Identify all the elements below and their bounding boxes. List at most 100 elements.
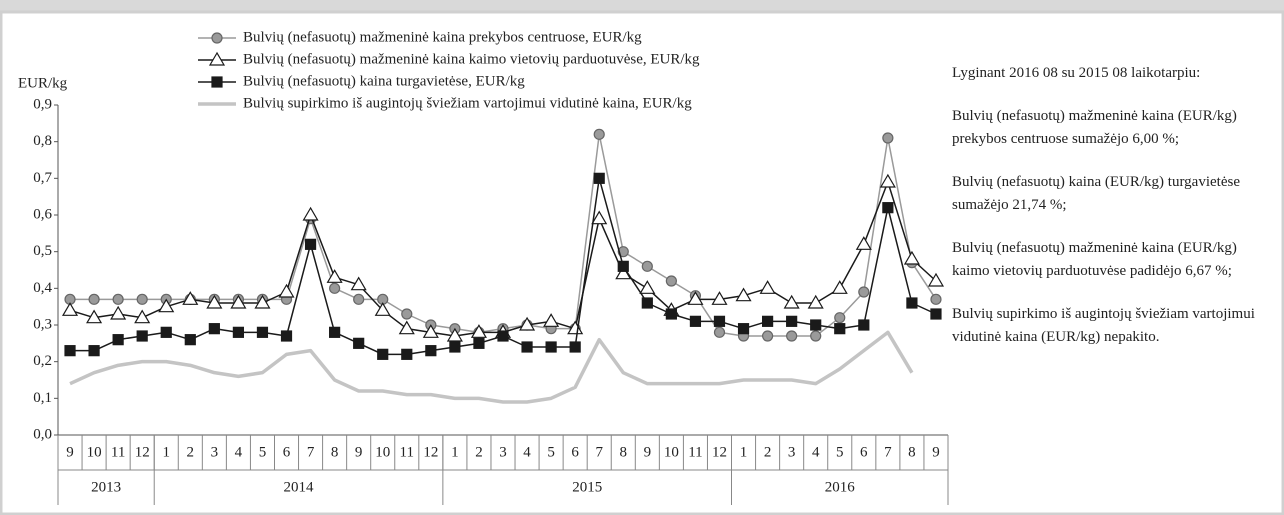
point: [834, 312, 846, 324]
x-tick-label: 12: [135, 444, 150, 460]
y-tick-label: 0,4: [33, 280, 52, 296]
x-tick-label: 6: [860, 444, 868, 460]
point: [329, 282, 341, 294]
x-tick-label: 10: [664, 444, 679, 460]
x-tick-label: 12: [423, 444, 438, 460]
year-label: 2015: [572, 479, 602, 495]
point: [786, 315, 798, 327]
x-tick-label: 8: [331, 444, 339, 460]
x-tick-label: 5: [547, 444, 555, 460]
point: [136, 293, 148, 305]
x-tick-label: 3: [211, 444, 219, 460]
point: [208, 323, 220, 335]
point: [256, 326, 269, 338]
side-item: Bulvių (nefasuotų) mažmeninė kaina (EUR/…: [952, 108, 1237, 147]
legend-marker: [211, 32, 223, 44]
point: [398, 320, 415, 335]
y-tick-label: 0,6: [33, 206, 52, 222]
point: [184, 334, 196, 346]
point: [350, 276, 367, 291]
legend-label: Bulvių (nefasuotų) mažmeninė kaina preky…: [243, 29, 642, 45]
legend-label: Bulvių supirkimo iš augintojų šviežiam v…: [243, 95, 692, 111]
x-tick-label: 2: [187, 444, 195, 460]
side-item: Bulvių supirkimo iš augintojų šviežiam v…: [952, 306, 1255, 345]
point: [903, 250, 920, 265]
legend-marker: [208, 51, 226, 66]
side-heading: Lyginant 2016 08 su 2015 08 laikotarpiu:: [952, 65, 1201, 81]
point: [810, 330, 822, 342]
point: [473, 337, 485, 349]
point: [112, 334, 124, 346]
point: [810, 319, 822, 331]
side-item: Bulvių (nefasuotų) mažmeninė kaina (EUR/…: [952, 240, 1237, 279]
legend-marker: [211, 76, 223, 88]
y-tick-label: 0,9: [33, 96, 52, 112]
point: [329, 326, 341, 338]
point: [64, 345, 76, 357]
point: [783, 294, 800, 309]
side-text: Lyginant 2016 08 su 2015 08 laikotarpiu:…: [952, 62, 1274, 369]
y-tick-label: 0,3: [33, 316, 52, 332]
y-tick-label: 0,2: [33, 353, 52, 369]
point: [711, 291, 728, 305]
y-tick-label: 0,5: [33, 243, 52, 259]
x-tick-label: 8: [908, 444, 916, 460]
series-line: [69, 330, 914, 404]
x-tick-label: 10: [375, 444, 390, 460]
point: [136, 330, 148, 342]
point: [521, 341, 533, 353]
point: [930, 293, 942, 305]
year-label: 2013: [91, 479, 121, 495]
x-tick-label: 7: [595, 444, 603, 460]
point: [401, 308, 413, 320]
frame: [0, 10, 1284, 515]
point: [759, 280, 776, 294]
point: [206, 294, 223, 309]
point: [278, 283, 295, 298]
point: [927, 272, 945, 287]
year-label: 2014: [284, 479, 315, 495]
point: [254, 294, 271, 309]
point: [831, 280, 848, 294]
x-tick-label: 4: [235, 444, 243, 460]
point: [569, 341, 581, 353]
x-tick-label: 11: [400, 444, 414, 460]
x-tick-label: 2: [475, 444, 483, 460]
top-band: [0, 0, 1284, 12]
point: [665, 308, 677, 320]
series-line: [70, 133, 937, 337]
point: [858, 286, 870, 298]
y-tick-label: 0,1: [33, 390, 52, 406]
point: [879, 173, 896, 188]
x-tick-label: 9: [66, 444, 74, 460]
x-tick-label: 9: [355, 444, 363, 460]
point: [377, 348, 389, 360]
x-tick-label: 9: [932, 444, 940, 460]
x-tick-label: 1: [740, 444, 748, 460]
point: [543, 313, 560, 327]
year-label: 2016: [825, 479, 856, 495]
point: [519, 316, 536, 331]
point: [591, 210, 608, 225]
point: [160, 326, 172, 338]
series-line: [69, 181, 937, 337]
point: [497, 330, 509, 342]
point: [786, 330, 798, 342]
point: [422, 324, 439, 338]
point: [689, 315, 702, 327]
x-tick-label: 6: [283, 444, 291, 460]
point: [401, 348, 413, 360]
x-tick-label: 11: [111, 444, 125, 460]
point: [280, 330, 293, 342]
point: [906, 297, 918, 309]
point: [230, 294, 247, 309]
y-tick-label: 0,7: [33, 170, 52, 186]
x-tick-label: 3: [499, 444, 507, 460]
point: [761, 330, 774, 342]
point: [930, 308, 942, 320]
x-tick-label: 6: [571, 444, 579, 460]
point: [158, 298, 175, 313]
x-tick-label: 2: [764, 444, 772, 460]
